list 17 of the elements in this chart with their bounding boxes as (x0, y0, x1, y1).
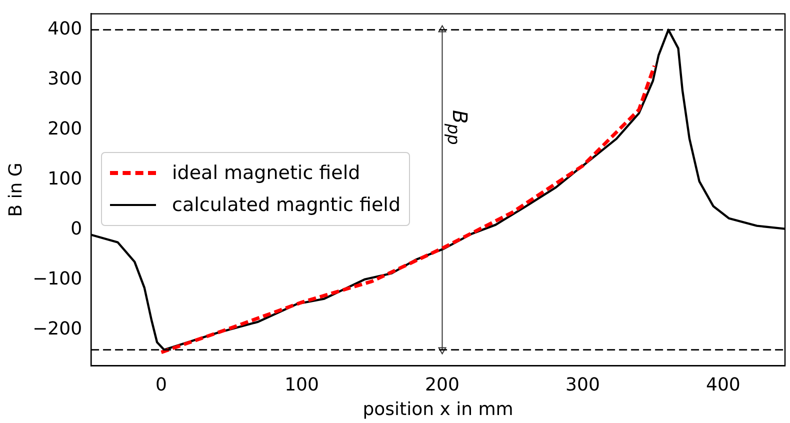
legend-label: calculated magntic field (172, 192, 401, 218)
x-tick-label: 400 (706, 374, 740, 396)
line-series (160, 64, 656, 354)
y-tick-label: 200 (48, 118, 82, 140)
x-axis-title: position x in mm (362, 398, 514, 420)
y-tick-label: 400 (48, 18, 82, 40)
y-tick-label: 300 (48, 68, 82, 90)
x-tick-label: 0 (156, 374, 168, 396)
x-tick-label: 200 (425, 374, 460, 396)
y-tick-label: −100 (32, 268, 82, 290)
legend-label: ideal magnetic field (172, 160, 360, 186)
y-tick-label: 100 (48, 168, 82, 190)
x-tick-label: 300 (566, 374, 600, 396)
y-axis-title: B in G (5, 162, 26, 217)
x-tick-label: 100 (284, 374, 319, 396)
y-tick-label: 0 (70, 218, 82, 240)
y-tick-label: −200 (32, 318, 82, 340)
